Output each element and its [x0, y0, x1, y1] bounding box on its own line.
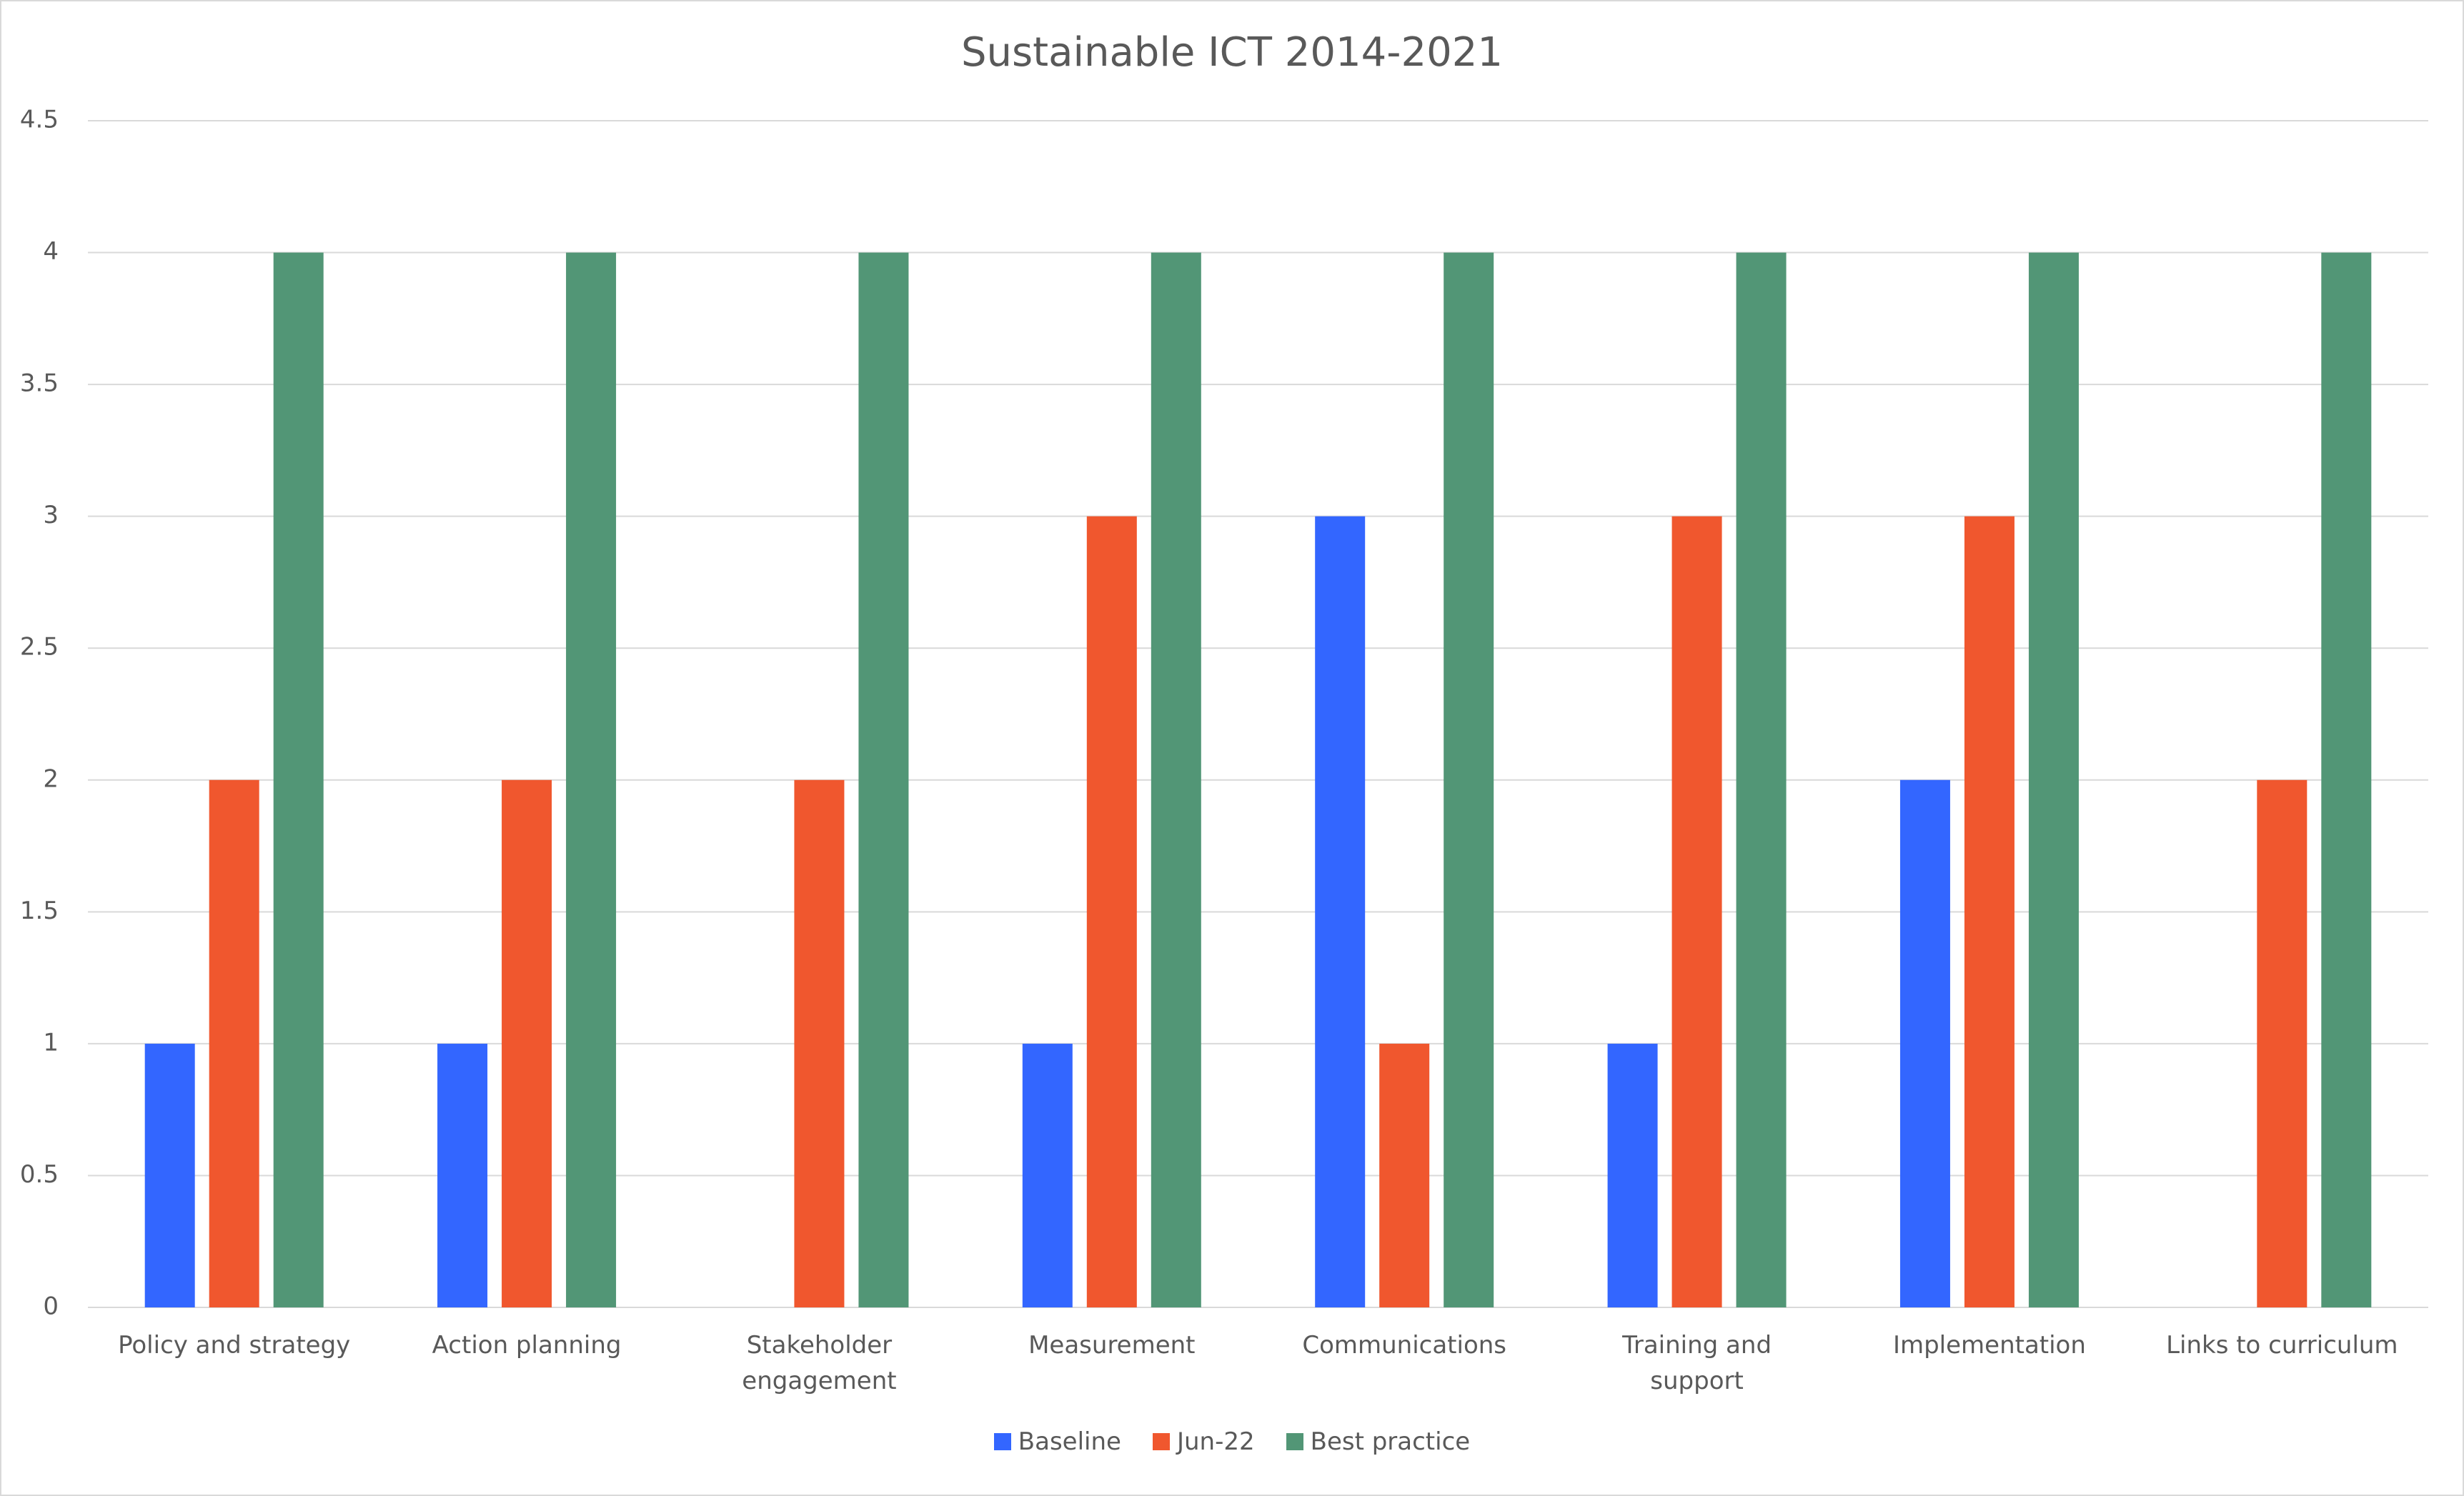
y-tick-label: 0.5 [20, 1160, 59, 1189]
y-tick-label: 1 [43, 1028, 59, 1057]
bar [209, 779, 259, 1307]
legend: Baseline Jun-22 Best practice [0, 1427, 2464, 1456]
legend-swatch [993, 1433, 1011, 1450]
bar [1444, 252, 1494, 1307]
y-tick-label: 3.5 [20, 369, 59, 398]
legend-swatch [1152, 1433, 1170, 1450]
y-tick-label: 4 [43, 237, 59, 266]
bar [2321, 252, 2372, 1307]
legend-item: Baseline [993, 1427, 1121, 1456]
bar [502, 779, 552, 1307]
y-tick-label: 3 [43, 501, 59, 529]
y-tick-label: 2.5 [20, 633, 59, 662]
bar [273, 252, 324, 1307]
chart-title: Sustainable ICT 2014-2021 [961, 29, 1503, 76]
y-tick-label: 4.5 [20, 106, 59, 134]
y-tick-label: 2 [43, 764, 59, 793]
bar [437, 1043, 488, 1307]
bar [2028, 252, 2079, 1307]
legend-item: Jun-22 [1152, 1427, 1255, 1456]
legend-label: Baseline [1018, 1427, 1121, 1456]
bar [1379, 1043, 1430, 1307]
legend-label: Jun-22 [1176, 1427, 1255, 1456]
bar [1086, 516, 1137, 1307]
bar [2257, 779, 2307, 1307]
x-tick-label: Action planning [432, 1331, 622, 1360]
x-tick-label: Stakeholder engagement [742, 1331, 897, 1395]
bar [566, 252, 617, 1307]
bar [1736, 252, 1787, 1307]
bar [1899, 779, 1950, 1307]
x-tick-label: Measurement [1028, 1331, 1196, 1360]
bar [1671, 516, 1722, 1307]
x-tick-label: Links to curriculum [2166, 1331, 2398, 1360]
legend-swatch [1286, 1433, 1303, 1450]
x-tick-label: Communications [1302, 1331, 1507, 1360]
legend-item: Best practice [1286, 1427, 1471, 1456]
x-tick-label: Policy and strategy [118, 1331, 351, 1360]
bar [1964, 516, 2015, 1307]
legend-label: Best practice [1310, 1427, 1471, 1456]
bar [1315, 516, 1366, 1307]
bar [1607, 1043, 1658, 1307]
bar [794, 779, 845, 1307]
bar [1022, 1043, 1073, 1307]
bar [858, 252, 909, 1307]
bar [144, 1043, 195, 1307]
y-tick-label: 1.5 [20, 897, 59, 925]
y-tick-label: 0 [43, 1292, 59, 1321]
bar [1151, 252, 1201, 1307]
x-tick-label: Implementation [1892, 1331, 2086, 1360]
x-tick-label: Training and support [1622, 1331, 1772, 1395]
